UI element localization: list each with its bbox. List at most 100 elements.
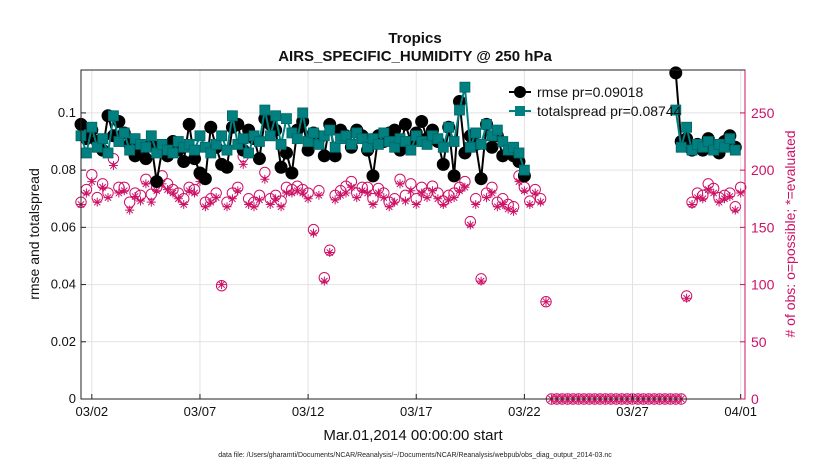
obs-evaluated-marker xyxy=(292,186,302,196)
obs-evaluated-marker xyxy=(736,188,746,198)
obs-evaluated-marker xyxy=(249,202,259,212)
rmse-point xyxy=(447,169,461,183)
obs-evaluated-marker xyxy=(309,228,319,238)
obs-evaluated-marker xyxy=(298,188,308,198)
data-file-caption: data file: /Users/gharamti/Documents/NCA… xyxy=(218,452,612,459)
obs-evaluated-marker xyxy=(179,199,189,209)
obs-evaluated-marker xyxy=(352,193,362,203)
totalspread-point xyxy=(167,147,179,159)
rmse-point xyxy=(182,117,196,131)
obs-evaluated-marker xyxy=(152,186,162,196)
obs-evaluated-marker xyxy=(411,199,421,209)
totalspread-point xyxy=(383,136,395,147)
obs-evaluated-marker xyxy=(498,199,508,209)
totalspread-point xyxy=(216,130,227,142)
y-tick-label-right: 150 xyxy=(751,219,775,235)
y-axis-label-left: rmse and totalspread xyxy=(26,168,42,300)
totalspread-point xyxy=(254,136,265,147)
x-tick-label: 03/17 xyxy=(400,404,433,419)
totalspread-point xyxy=(670,104,682,116)
obs-evaluated-marker xyxy=(276,202,286,212)
obs-evaluated-marker xyxy=(163,185,173,195)
obs-evaluated-marker xyxy=(336,190,346,200)
rmse-point xyxy=(204,120,218,134)
y-tick-label-right: 200 xyxy=(751,162,775,178)
totalspread-point xyxy=(102,147,114,159)
totalspread-point xyxy=(275,138,287,150)
obs-evaluated-marker xyxy=(465,220,475,230)
totalspread-point xyxy=(108,110,119,122)
obs-evaluated-marker xyxy=(449,193,459,203)
totalspread-point xyxy=(372,138,384,150)
obs-evaluated-marker xyxy=(714,197,724,207)
totalspread-point xyxy=(194,130,206,142)
totalspread-point xyxy=(378,127,390,139)
obs-evaluated-marker xyxy=(519,186,529,196)
totalspread-point xyxy=(124,144,136,156)
obs-evaluated-marker xyxy=(125,205,135,215)
obs-evaluated-marker xyxy=(379,193,389,203)
legend: rmse pr=0.09018 totalspread pr=0.08744 xyxy=(509,84,682,119)
totalspread-point xyxy=(432,133,444,145)
obs-evaluated-marker xyxy=(217,280,227,290)
obs-evaluated-marker xyxy=(373,188,383,198)
axes-frame xyxy=(80,69,746,400)
obs-evaluated-marker xyxy=(476,276,486,286)
totalspread-point xyxy=(264,130,276,142)
obs-evaluated-marker xyxy=(130,191,140,201)
obs-evaluated-marker xyxy=(384,202,394,212)
totalspread-point xyxy=(513,147,525,159)
obs-evaluated-marker xyxy=(357,186,367,196)
obs-evaluated-marker xyxy=(438,199,448,209)
obs-evaluated-marker xyxy=(227,194,237,204)
totalspread-point xyxy=(329,141,341,153)
totalspread-point xyxy=(248,130,260,142)
rmse-point xyxy=(669,66,683,80)
obs-evaluated-marker xyxy=(303,194,313,204)
totalspread-point xyxy=(221,144,233,156)
totalspread-point xyxy=(437,141,449,153)
totalspread-point xyxy=(172,136,184,147)
obs-evaluated-marker xyxy=(206,197,216,207)
obs-evaluated-marker xyxy=(287,188,297,198)
x-tick-label: 04/01 xyxy=(724,404,757,419)
totalspread-point xyxy=(443,121,455,133)
obs-layer xyxy=(75,150,747,405)
rmse-point xyxy=(220,160,234,174)
totalspread-point xyxy=(227,110,238,122)
obs-evaluated-marker xyxy=(238,159,248,169)
totalspread-point xyxy=(156,138,168,150)
obs-evaluated-marker xyxy=(698,194,708,204)
totalspread-point xyxy=(210,138,222,150)
legend-totalspread-marker xyxy=(515,106,525,116)
obs-evaluated-marker xyxy=(98,182,108,192)
obs-evaluated-marker xyxy=(314,190,324,200)
obs-evaluated-marker xyxy=(341,188,351,198)
totalspread-point xyxy=(470,127,482,139)
obs-evaluated-marker xyxy=(173,194,183,204)
totalspread-point xyxy=(486,130,498,142)
rmse-point xyxy=(485,140,499,154)
totalspread-point xyxy=(475,138,487,150)
obs-evaluated-marker xyxy=(482,193,492,203)
x-tick-label: 03/12 xyxy=(292,404,325,419)
totalspread-point xyxy=(686,144,698,156)
chart-subtitle: AIRS_SPECIFIC_HUMIDITY @ 250 hPa xyxy=(278,48,552,65)
y-tick-label-left: 0.04 xyxy=(51,277,76,292)
obs-evaluated-marker xyxy=(260,174,270,184)
obs-evaluated-marker xyxy=(709,188,719,198)
rmse-point xyxy=(177,155,191,169)
rmse-point xyxy=(436,157,450,171)
obs-evaluated-marker xyxy=(692,193,702,203)
totalspread-point xyxy=(318,130,330,142)
totalspread-point xyxy=(464,141,476,153)
rmse-point xyxy=(285,166,299,180)
obs-evaluated-marker xyxy=(395,179,405,189)
obs-evaluated-marker xyxy=(119,186,129,196)
totalspread-point xyxy=(129,133,141,145)
totalspread-point xyxy=(389,141,401,153)
tick-layer: 03/02 03/07 03/12 03/17 03/22 03/27 04/0100.02… xyxy=(51,70,775,419)
obs-evaluated-marker xyxy=(271,194,281,204)
x-axis-label: Mar.01,2014 00:00:00 start xyxy=(323,427,503,444)
